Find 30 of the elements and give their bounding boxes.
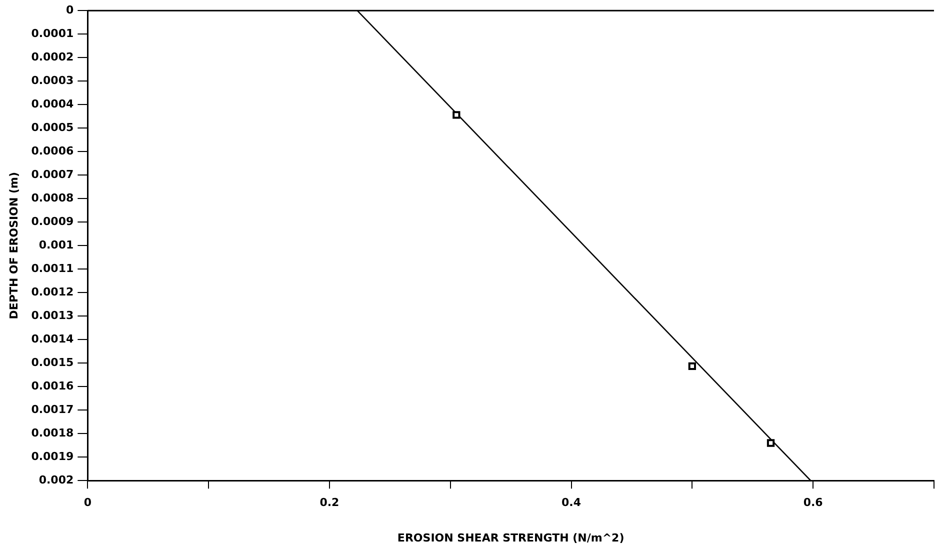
y-tick-label: 0.0016	[31, 379, 74, 392]
x-axis-title: EROSION SHEAR STRENGTH (N/m^2)	[397, 531, 624, 544]
y-tick-label: 0.0009	[31, 214, 74, 228]
y-tick-label: 0.0013	[31, 308, 74, 322]
y-tick-label: 0.0018	[31, 426, 74, 440]
y-tick-label: 0	[66, 3, 74, 16]
y-tick-label: 0.0012	[31, 285, 74, 298]
x-tick-label: 0	[84, 496, 92, 510]
y-tick-label: 0.001	[38, 238, 74, 252]
y-tick-label: 0.0004	[31, 97, 74, 110]
y-tick-label: 0.0005	[31, 120, 74, 134]
y-tick-label: 0.0008	[31, 191, 74, 204]
y-tick-label: 0.0006	[31, 144, 74, 158]
y-axis-title: DEPTH OF EROSION (m)	[7, 172, 20, 320]
y-tick-label: 0.0001	[31, 26, 74, 40]
y-tick-label: 0.0014	[31, 332, 74, 346]
point	[688, 362, 696, 370]
y-tick-label: 0.0003	[31, 74, 74, 87]
x-tick-label: 0.6	[803, 496, 824, 510]
y-tick-label: 0.0002	[31, 50, 74, 64]
point	[452, 111, 460, 119]
y-tick-label: 0.002	[38, 473, 74, 486]
y-tick-label: 0.0019	[31, 450, 74, 463]
y-tick-label: 0.0007	[31, 168, 74, 181]
point	[766, 439, 775, 447]
x-tick-label: 0.2	[320, 496, 340, 510]
y-tick-label: 0.0011	[31, 262, 74, 275]
y-tick-label: 0.0017	[31, 402, 74, 416]
x-tick-label: 0.4	[562, 496, 582, 510]
y-tick-label: 0.0015	[31, 356, 74, 369]
